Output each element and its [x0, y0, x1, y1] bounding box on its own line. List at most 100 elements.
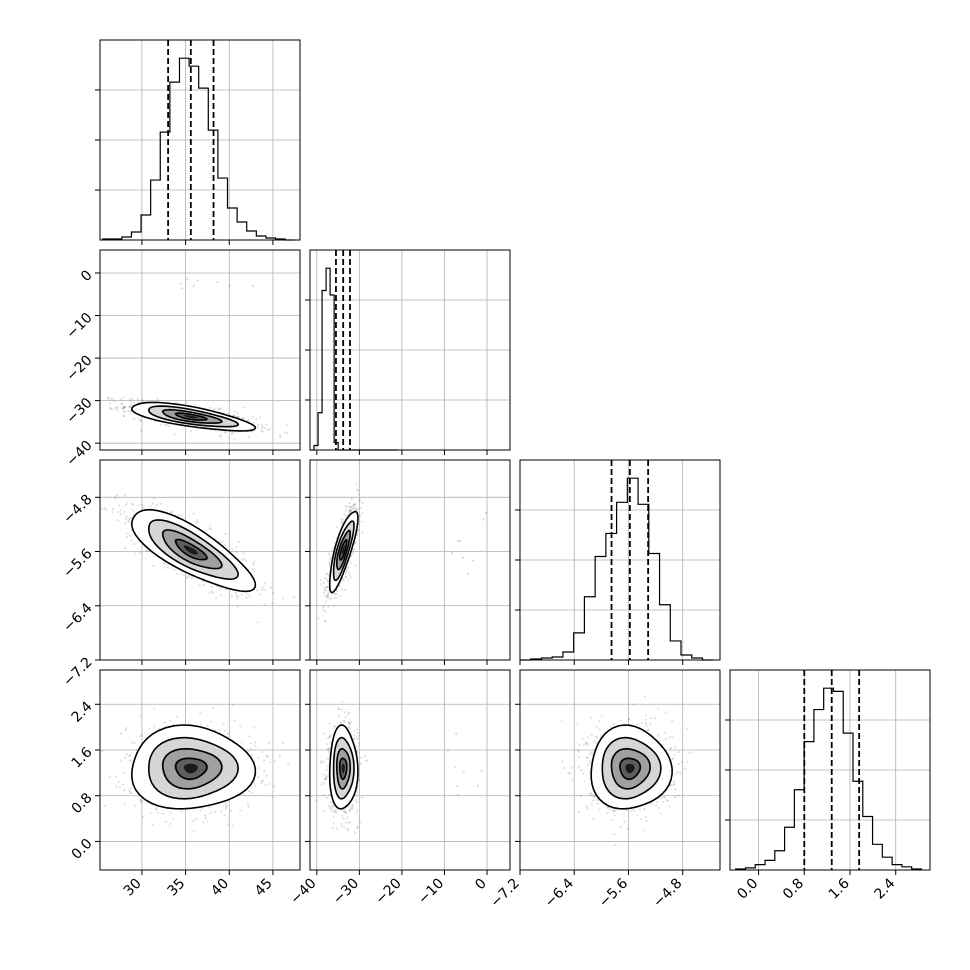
scatter-point — [116, 409, 119, 412]
scatter-point — [346, 566, 349, 569]
scatter-point — [283, 431, 286, 434]
scatter-point — [346, 829, 349, 832]
scatter-point — [326, 585, 329, 588]
scatter-point — [117, 781, 120, 784]
scatter-point — [327, 793, 330, 796]
scatter-point — [644, 721, 648, 725]
scatter-point — [348, 509, 351, 512]
density-level — [183, 545, 198, 555]
scatter-point — [125, 501, 128, 504]
scatter-point — [331, 811, 334, 814]
histogram-outline — [520, 477, 714, 661]
histogram-bar — [584, 597, 595, 660]
scatter-point — [249, 747, 252, 750]
scatter-point — [325, 600, 328, 603]
scatter-point — [130, 759, 133, 762]
scatter-point — [347, 505, 350, 508]
outlier-point — [228, 284, 231, 287]
scatter-point — [86, 524, 88, 526]
scatter-point — [141, 815, 144, 819]
scatter-point — [356, 533, 359, 537]
scatter-point — [264, 783, 267, 786]
scatter-point — [191, 575, 194, 578]
scatter-point — [287, 763, 290, 766]
scatter-point — [347, 511, 351, 514]
scatter-point — [328, 598, 331, 601]
scatter-point — [213, 810, 217, 813]
scatter-point — [248, 735, 251, 739]
scatter-point — [344, 575, 347, 579]
scatter-point — [159, 424, 162, 427]
scatter-point — [351, 804, 354, 808]
scatter-point — [180, 571, 183, 574]
panel-frame — [309, 249, 511, 451]
scatter-point — [323, 576, 326, 579]
scatter-point — [139, 798, 142, 801]
histogram-bar — [326, 268, 330, 450]
scatter-point — [332, 804, 335, 807]
outlier-point — [462, 770, 465, 773]
scatter-point — [95, 525, 97, 527]
scatter-point — [323, 589, 326, 592]
scatter-point — [136, 397, 139, 401]
scatter-point — [326, 747, 329, 750]
scatter-point — [192, 830, 195, 833]
scatter-point — [120, 403, 123, 406]
scatter-point — [170, 567, 173, 570]
scatter-point — [168, 824, 171, 827]
scatter-point — [161, 812, 164, 815]
scatter-point — [563, 766, 566, 770]
outlier-point — [482, 518, 485, 521]
scatter-point — [354, 794, 358, 797]
scatter-point — [232, 431, 235, 434]
scatter-point — [219, 435, 222, 438]
scatter-point — [342, 579, 345, 582]
scatter-point — [323, 781, 326, 784]
scatter-point — [265, 423, 268, 426]
scatter-point — [256, 621, 259, 624]
scatter-point — [325, 577, 328, 580]
outlier-point — [476, 784, 480, 787]
scatter-point — [348, 821, 351, 824]
scatter-point — [343, 720, 347, 723]
scatter-point — [172, 817, 175, 820]
scatter-point — [355, 800, 359, 804]
scatter-point — [349, 806, 352, 809]
scatter-point — [120, 732, 123, 735]
scatter-point — [328, 561, 331, 564]
scatter-point — [243, 557, 246, 561]
scatter-point — [339, 595, 342, 598]
scatter-point — [351, 506, 354, 509]
scatter-point — [235, 551, 238, 554]
outlier-point — [450, 551, 454, 555]
scatter-point — [170, 510, 174, 514]
scatter-point — [131, 741, 134, 745]
scatter-point — [119, 508, 122, 512]
scatter-point — [247, 418, 250, 422]
scatter-point — [334, 725, 337, 728]
contour-line — [174, 757, 208, 780]
scatter-point — [129, 398, 132, 401]
scatter-point — [327, 605, 330, 608]
outlier-point — [185, 278, 189, 281]
scatter-point — [224, 532, 227, 536]
scatter-point — [330, 596, 333, 599]
scatter-point — [255, 417, 258, 421]
scatter-point — [344, 571, 347, 575]
scatter-point — [348, 510, 352, 513]
scatter-point — [320, 760, 323, 763]
scatter-point — [332, 546, 335, 549]
scatter-point — [156, 397, 159, 400]
outlier-point — [446, 749, 450, 752]
scatter-point — [139, 799, 142, 802]
scatter-point — [110, 408, 114, 411]
histogram-bar — [595, 557, 606, 660]
scatter-point — [199, 711, 202, 714]
scatter-point — [357, 489, 360, 492]
scatter-point — [261, 427, 264, 430]
scatter-point — [357, 731, 360, 735]
scatter-point — [236, 411, 239, 414]
outlier-point — [179, 282, 182, 285]
scatter-point — [677, 770, 680, 773]
scatter-point — [114, 775, 118, 778]
